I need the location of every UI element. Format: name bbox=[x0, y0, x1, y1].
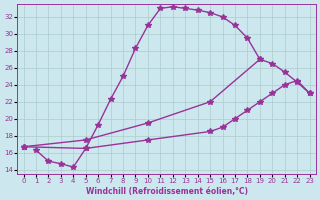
X-axis label: Windchill (Refroidissement éolien,°C): Windchill (Refroidissement éolien,°C) bbox=[85, 187, 248, 196]
